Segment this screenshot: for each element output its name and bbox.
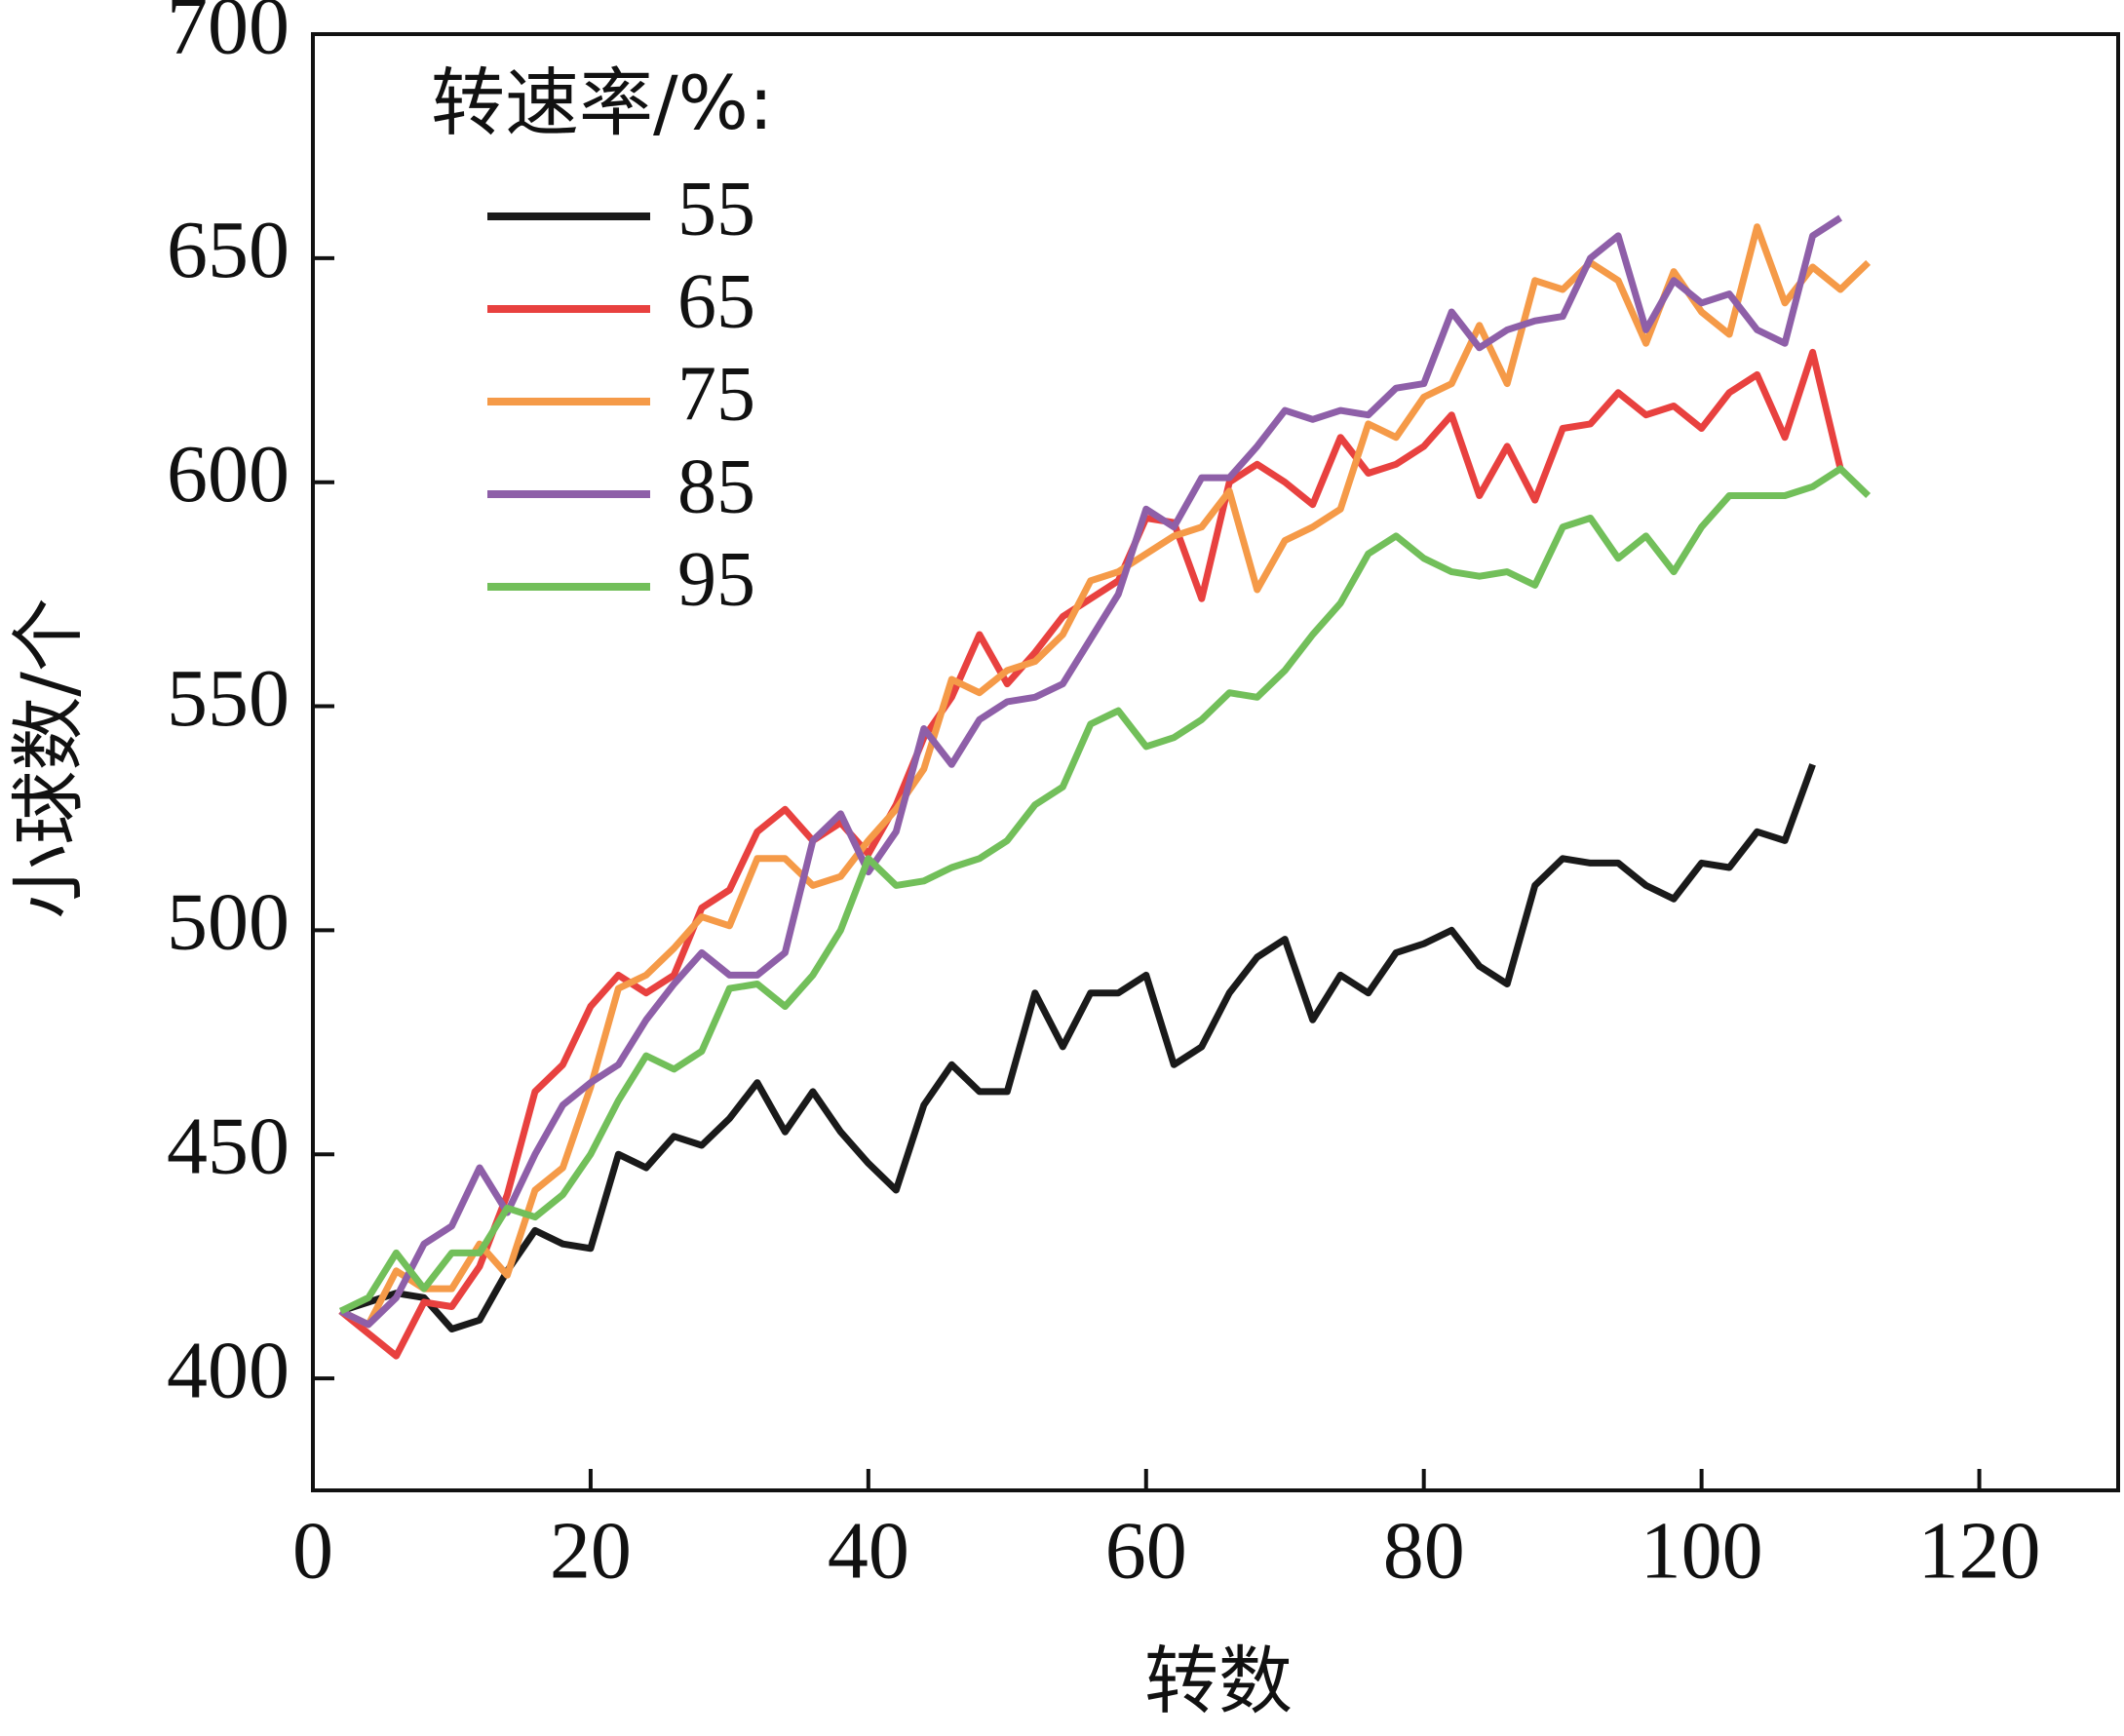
series-line xyxy=(338,214,1842,1329)
y-tick-label: 600 xyxy=(167,429,290,520)
plot-frame xyxy=(311,32,2120,1492)
y-tick-label: 550 xyxy=(167,653,290,744)
x-tick-label: 20 xyxy=(550,1505,632,1596)
x-tick-label: 60 xyxy=(1105,1505,1187,1596)
y-tick-label: 450 xyxy=(167,1101,290,1192)
series-line xyxy=(339,763,1816,1332)
y-tick-label: 400 xyxy=(167,1325,290,1415)
series-line xyxy=(338,465,1872,1315)
x-axis-label: 转数 xyxy=(1144,1638,1293,1724)
legend-label: 75 xyxy=(677,351,755,437)
x-tick-label: 80 xyxy=(1383,1505,1465,1596)
legend-label: 85 xyxy=(677,444,755,529)
y-tick-label: 700 xyxy=(167,0,290,71)
legend-label: 65 xyxy=(677,258,755,344)
x-tick-label: 120 xyxy=(1918,1505,2041,1596)
series-line xyxy=(338,348,1844,1360)
legend-title: 转速率/%: xyxy=(431,59,773,146)
y-tick-label: 500 xyxy=(167,877,290,968)
series-line xyxy=(338,223,1872,1329)
legend-label: 95 xyxy=(677,536,755,622)
x-tick-label: 0 xyxy=(292,1505,333,1596)
y-tick-label: 650 xyxy=(167,205,290,295)
y-axis-label: 小球数/个 xyxy=(5,598,92,919)
x-tick-label: 100 xyxy=(1641,1505,1763,1596)
legend-label: 55 xyxy=(677,166,755,251)
x-tick-label: 40 xyxy=(828,1505,909,1596)
